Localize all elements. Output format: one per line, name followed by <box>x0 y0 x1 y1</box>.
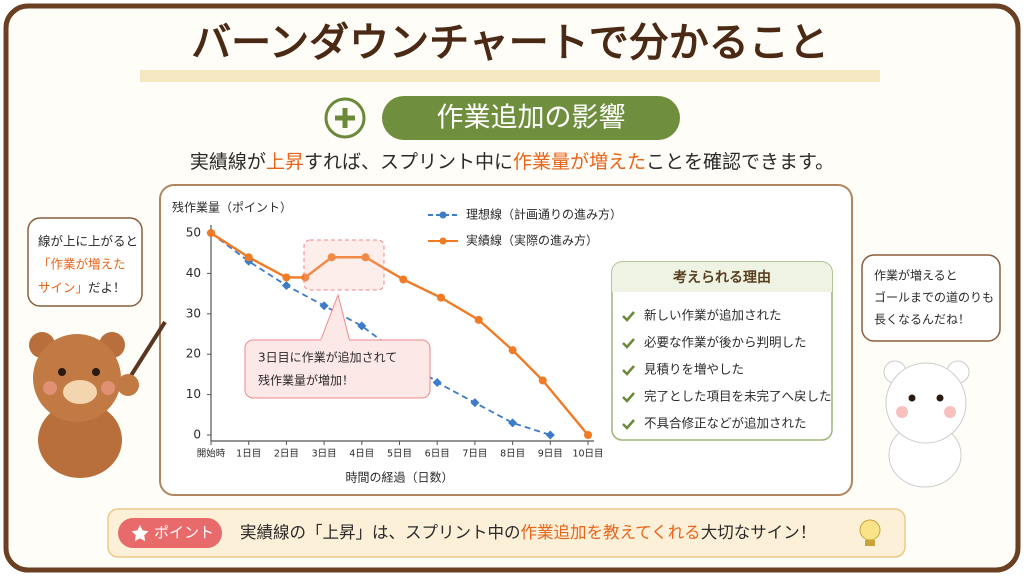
text: 実績線の「上昇」は、スプリント中の <box>240 523 521 542</box>
x-tick-label: 1日目 <box>236 449 261 460</box>
y-tick-label: 20 <box>186 347 201 361</box>
text: ことを確認できます。 <box>646 151 834 173</box>
text: 実績線が <box>190 151 266 173</box>
highlight: 上昇 <box>266 151 304 173</box>
data-point <box>282 273 291 282</box>
x-tick-label: 7日目 <box>462 449 487 460</box>
y-axis-label: 残作業量（ポイント） <box>172 201 292 215</box>
highlight: サイン」 <box>38 280 88 295</box>
highlight: 作業量が増えた <box>513 151 646 173</box>
bubble-text: ゴールまでの道のりも <box>874 290 994 305</box>
title-underline <box>140 70 880 82</box>
badge-label: ポイント <box>154 524 214 542</box>
speech-bubble <box>27 217 143 307</box>
star-icon <box>131 525 149 542</box>
x-tick-label: 2日目 <box>274 449 299 460</box>
legend-label: 理想線（計画通りの進み方） <box>466 207 622 222</box>
x-tick-label: 9日目 <box>538 449 563 460</box>
legend-swatch <box>439 237 447 245</box>
reason-item: 見積りを増やした <box>644 362 744 377</box>
reasons-header <box>612 262 832 292</box>
section-label: 作業追加の影響 <box>437 103 626 134</box>
y-tick-label: 50 <box>186 226 201 240</box>
legend-label: 実績線（実際の進み方） <box>466 233 598 248</box>
data-point <box>474 315 483 324</box>
x-tick-label: 8日目 <box>500 449 525 460</box>
data-point <box>327 253 336 262</box>
check-icon <box>622 365 635 376</box>
data-point <box>301 273 310 282</box>
data-point <box>399 275 408 284</box>
check-icon <box>622 392 635 403</box>
legend-swatch <box>439 211 447 219</box>
bubble-text: 作業が増えると <box>874 268 958 283</box>
x-axis-label: 時間の経過（日数） <box>345 470 453 485</box>
x-tick-label: 6日目 <box>425 449 450 460</box>
text: すれば、スプリント中に <box>304 151 513 173</box>
point-banner <box>107 508 906 558</box>
reason-item: 不具合修正などが追加された <box>644 416 807 431</box>
data-point <box>538 376 547 385</box>
bulb-icon <box>859 519 881 546</box>
y-tick-label: 30 <box>186 306 201 320</box>
data-point <box>244 253 253 262</box>
data-point <box>436 293 445 302</box>
speech-bubble <box>861 254 1001 342</box>
bubble-text: サイン」だよ！ <box>38 280 126 295</box>
highlight-region <box>303 239 385 291</box>
plus-icon <box>335 108 355 128</box>
check-icon <box>622 338 635 349</box>
callout-text: 残作業量が増加！ <box>258 373 354 388</box>
check-icon <box>622 419 635 430</box>
bear-left <box>29 320 167 478</box>
x-tick-label: 開始時 <box>197 448 226 460</box>
subtitle: 実績線が上昇すれば、スプリント中に作業量が増えたことを確認できます。 <box>190 151 834 173</box>
bubble-text: 線が上に上がると <box>38 234 138 249</box>
point-text: 実績線の「上昇」は、スプリント中の作業追加を教えてくれる大切なサイン！ <box>240 523 816 542</box>
text: 大切なサイン！ <box>701 523 817 542</box>
callout-box <box>244 339 431 399</box>
x-tick-label: 4日目 <box>349 449 374 460</box>
plus-icon <box>324 97 366 139</box>
x-tick-label: 5日目 <box>387 449 412 460</box>
y-tick-label: 0 <box>193 428 201 442</box>
title: バーンダウンチャートで分かること <box>191 20 829 66</box>
callout-text: 3日目に作業が追加されて <box>258 350 397 365</box>
bubble-text: 「作業が増えた <box>38 257 126 272</box>
x-tick-label: 10日目 <box>572 449 603 460</box>
section-pill <box>382 96 680 140</box>
highlight: 作業追加を教えてくれる <box>521 523 701 542</box>
reasons-title: 考えられる理由 <box>673 269 771 286</box>
y-tick-label: 40 <box>186 266 201 280</box>
text: だよ！ <box>88 280 126 295</box>
x-tick-label: 3日目 <box>312 449 337 460</box>
bear-right <box>883 360 970 488</box>
data-point <box>508 346 517 355</box>
y-tick-label: 10 <box>186 387 201 401</box>
reason-item: 完了とした項目を未完了へ戻した <box>644 389 832 404</box>
bubble-text: 長くなるんだね！ <box>874 313 970 327</box>
check-icon <box>622 311 635 322</box>
data-point <box>207 229 215 237</box>
reason-item: 必要な作業が後から判明した <box>644 335 807 350</box>
reason-item: 新しい作業が追加された <box>644 308 782 323</box>
data-point <box>584 431 592 439</box>
data-point <box>361 253 370 262</box>
